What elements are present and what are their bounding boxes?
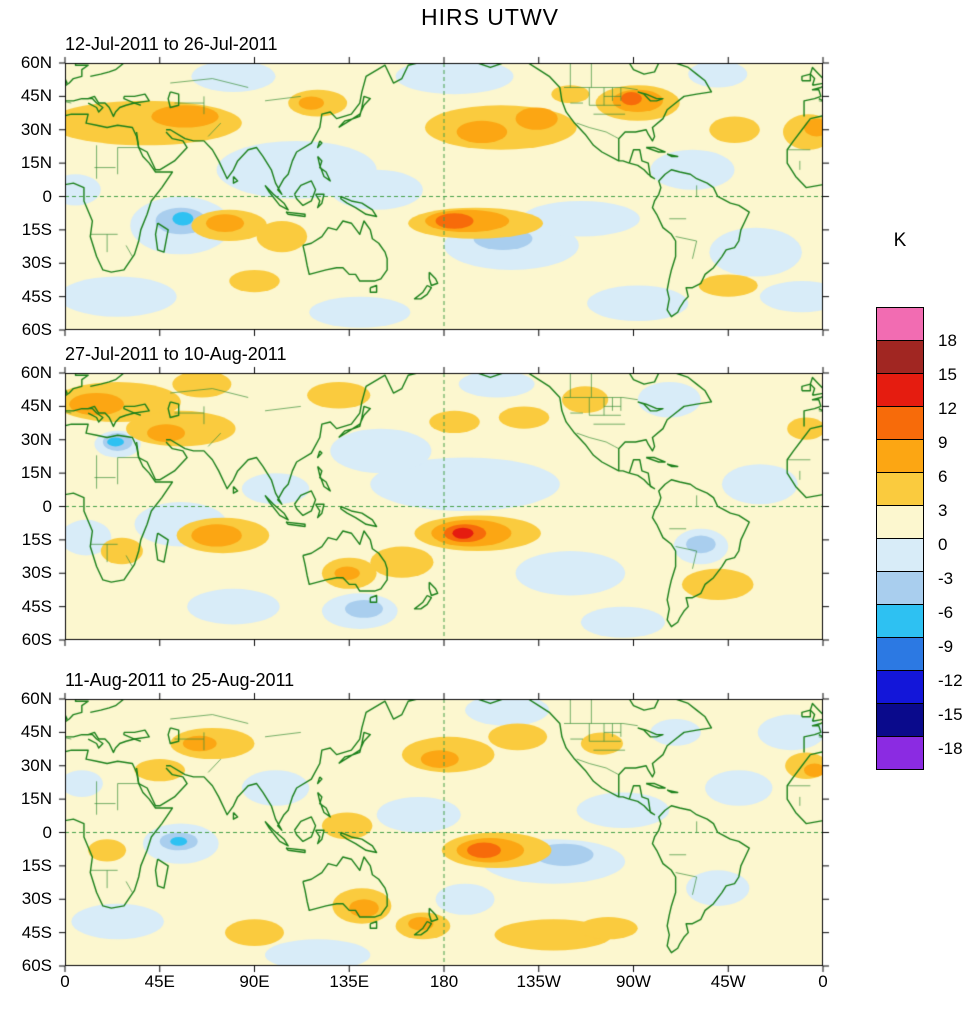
colorbar-tick-label: 18 [938, 331, 957, 350]
lat-tick-label: 30N [20, 429, 52, 449]
lat-tick-label: 30N [20, 755, 52, 775]
panel-1-lat-axis: 60N 45N 30N 15N 0 15S 30S 45S 60S [8, 53, 52, 339]
panel-2-subtitle: 27-Jul-2011 to 10-Aug-2011 [65, 344, 287, 364]
colorbar-tick-label: -15 [938, 705, 963, 724]
lat-tick-label: 60S [21, 956, 52, 975]
colorbar-tick-label: -6 [938, 603, 954, 622]
panel-3-subtitle: 11-Aug-2011 to 25-Aug-2011 [65, 670, 295, 690]
colorbar-cell [876, 703, 924, 737]
colorbar [876, 307, 924, 770]
colorbar-cell [876, 472, 924, 506]
lon-tick-label: 45W [710, 972, 746, 991]
panel-3-lat-axis: 60N 45N 30N 15N 0 15S 30S 45S 60S [8, 689, 52, 975]
colorbar-tick-label: 15 [938, 365, 957, 384]
panel-1-subtitle: 12-Jul-2011 to 26-Jul-2011 [65, 34, 278, 54]
lon-tick-label: 135W [516, 972, 561, 991]
colorbar-tick-label: 3 [938, 501, 948, 520]
colorbar-tick-label: 0 [938, 535, 948, 554]
lon-tick-label: 0 [60, 972, 70, 991]
colorbar-cell [876, 604, 924, 638]
lat-tick-label: 30S [21, 563, 52, 583]
lat-tick-label: 15S [21, 219, 52, 239]
lat-tick-label: 15S [21, 529, 52, 549]
lat-tick-label: 15N [20, 789, 52, 809]
colorbar-cell [876, 505, 924, 539]
lat-tick-label: 60S [21, 630, 52, 649]
colorbar-cell [876, 406, 924, 440]
colorbar-cell [876, 571, 924, 605]
lat-tick-label: 45N [20, 396, 52, 416]
colorbar-tick-label: -18 [938, 739, 963, 758]
colorbar-cell [876, 637, 924, 671]
lat-tick-label: 30S [21, 253, 52, 273]
colorbar-cell [876, 307, 924, 341]
lon-axis: 0 45E 90E 135E 180 135W 90W 45W 0 [0, 972, 980, 996]
lon-tick-label: 135E [329, 972, 370, 991]
lon-tick-label: 180 [429, 972, 459, 991]
colorbar-cell [876, 439, 924, 473]
figure-title: HIRS UTWV [420, 4, 560, 30]
lat-tick-label: 60N [20, 53, 52, 72]
map-canvas-panel-3 [57, 691, 831, 974]
lat-tick-label: 45S [21, 922, 52, 942]
lon-tick-label: 90E [239, 972, 270, 991]
lat-tick-label: 0 [42, 496, 52, 516]
colorbar-cell [876, 538, 924, 572]
lat-tick-label: 45N [20, 86, 52, 106]
colorbar-cell [876, 736, 924, 770]
lon-tick-label: 90W [616, 972, 651, 991]
lat-tick-label: 45N [20, 722, 52, 742]
lon-tick-label: 45E [144, 972, 175, 991]
colorbar-units-label: K [893, 230, 907, 251]
lon-tick-label: 0 [818, 972, 828, 991]
lat-tick-label: 60S [21, 320, 52, 339]
colorbar-tick-label: -3 [938, 569, 954, 588]
colorbar-tick-label: -12 [938, 671, 963, 690]
lat-tick-label: 45S [21, 286, 52, 306]
colorbar-cell [876, 670, 924, 704]
lat-tick-label: 45S [21, 596, 52, 616]
lat-tick-label: 15S [21, 855, 52, 875]
colorbar-cell [876, 340, 924, 374]
map-canvas-panel-2 [57, 365, 831, 648]
map-canvas-panel-1 [57, 55, 831, 338]
lat-tick-label: 15N [20, 463, 52, 483]
colorbar-cell [876, 373, 924, 407]
lat-tick-label: 0 [42, 822, 52, 842]
colorbar-tick-label: -9 [938, 637, 954, 656]
lat-tick-label: 0 [42, 186, 52, 206]
lat-tick-label: 60N [20, 689, 52, 708]
colorbar-tick-label: 9 [938, 433, 948, 452]
lat-tick-label: 15N [20, 153, 52, 173]
panel-2-lat-axis: 60N 45N 30N 15N 0 15S 30S 45S 60S [8, 363, 52, 649]
lat-tick-label: 60N [20, 363, 52, 382]
lat-tick-label: 30N [20, 119, 52, 139]
colorbar-tick-label: 12 [938, 399, 957, 418]
lat-tick-label: 30S [21, 889, 52, 909]
colorbar-tick-label: 6 [938, 467, 948, 486]
